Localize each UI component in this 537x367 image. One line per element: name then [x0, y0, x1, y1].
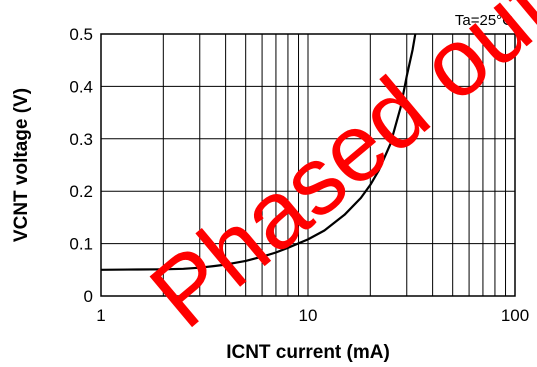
- y-axis-title: VCNT voltage (V): [11, 88, 32, 242]
- y-tick-label: 0.2: [69, 182, 93, 201]
- tick-labels: 1 10 100 0 0.1 0.2 0.3 0.4 0.5: [69, 25, 529, 325]
- x-tick-label: 100: [501, 306, 529, 325]
- y-tick-label: 0.5: [69, 25, 93, 44]
- y-tick-label: 0.3: [69, 130, 93, 149]
- x-tick-label: 10: [299, 306, 318, 325]
- series-line-0: [100, 33, 417, 271]
- y-tick-label: 0.4: [69, 77, 93, 96]
- y-tick-label: 0.1: [69, 235, 93, 254]
- plot-frame: [100, 33, 516, 297]
- x-tick-label: 1: [96, 306, 105, 325]
- y-tick-label: 0: [84, 287, 93, 306]
- x-axis-title: ICNT current (mA): [226, 342, 390, 363]
- temperature-annotation: Ta=25°C: [455, 12, 513, 29]
- series-layer: [100, 33, 417, 271]
